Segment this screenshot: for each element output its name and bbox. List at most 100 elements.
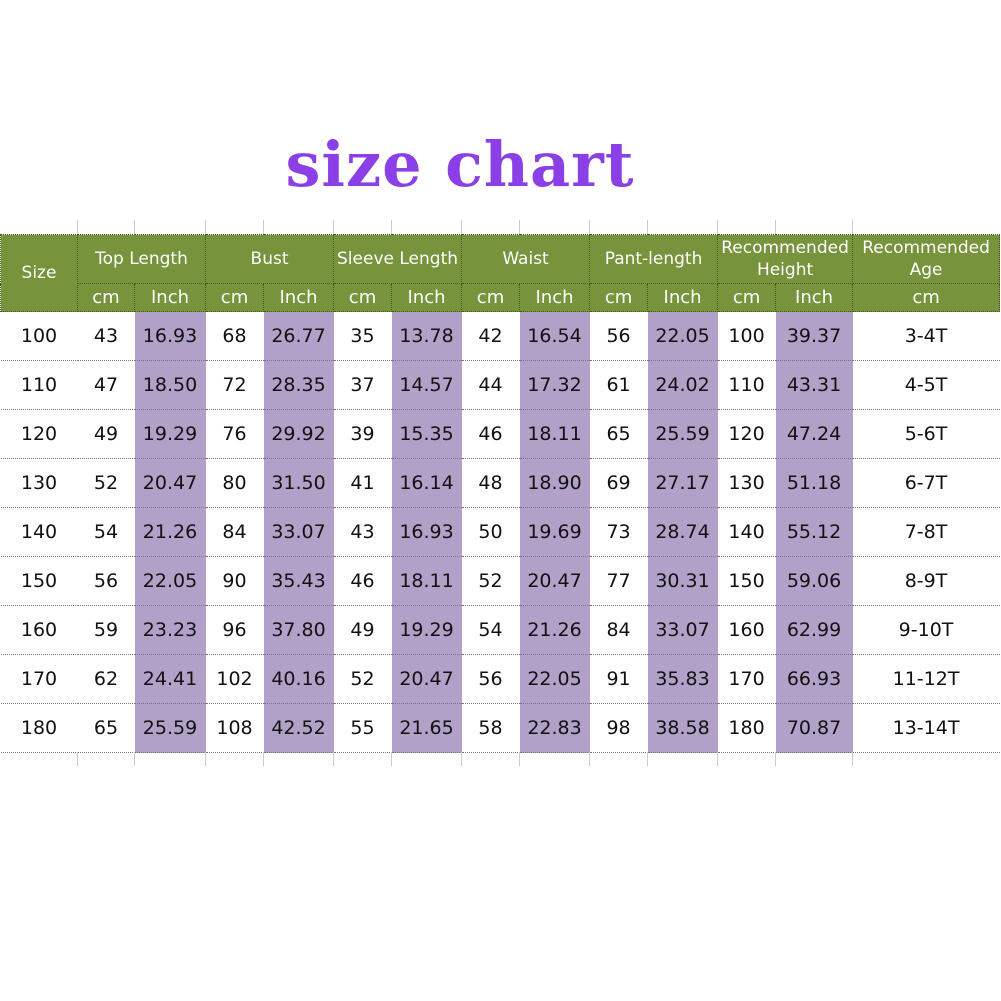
table-cell: 55.12 [775, 507, 853, 557]
table-cell: 26.77 [263, 311, 334, 361]
table-cell: 72 [205, 360, 264, 410]
page-title: size chart [285, 128, 635, 201]
table-cell: 35 [333, 311, 392, 361]
table-row: 130 52 20.47 80 31.50 41 16.14 48 18.90 69 27.17 13… [0, 458, 1000, 508]
table-cell: 28.74 [647, 507, 718, 557]
table-cell: 24.02 [647, 360, 718, 410]
table-cell: 51.18 [775, 458, 853, 508]
table-cell: 7-8T [852, 507, 1000, 557]
table-cell: 42 [461, 311, 520, 361]
table-cell: 140 [0, 507, 78, 557]
table-cell: 17.32 [519, 360, 590, 410]
table-cell: 48 [461, 458, 520, 508]
table-cell: 110 [717, 360, 776, 410]
table-cell: 50 [461, 507, 520, 557]
table-cell: 69 [589, 458, 648, 508]
subheader-inch: Inch [647, 283, 719, 312]
table-cell: 46 [461, 409, 520, 459]
table-cell: 18.50 [134, 360, 206, 410]
table-cell: 52 [77, 458, 135, 508]
table-cell: 3-4T [852, 311, 1000, 361]
table-cell: 20.47 [519, 556, 590, 606]
table-cell: 21.26 [519, 605, 590, 655]
table-cell: 25.59 [647, 409, 718, 459]
table-cell: 19.29 [134, 409, 206, 459]
subheader-inch: Inch [775, 283, 854, 312]
table-cell: 84 [205, 507, 264, 557]
header-bust: Bust [205, 234, 335, 284]
table-cell: 100 [0, 311, 78, 361]
table-cell: 18.11 [391, 556, 462, 606]
table-cell: 13-14T [852, 703, 1000, 753]
table-cell: 90 [205, 556, 264, 606]
table-cell: 130 [0, 458, 78, 508]
table-cell: 37.80 [263, 605, 334, 655]
table-row: 140 54 21.26 84 33.07 43 16.93 50 19.69 73 28.74 14… [0, 507, 1000, 557]
table-cell: 39 [333, 409, 392, 459]
table-cell: 140 [717, 507, 776, 557]
table-row: 180 65 25.59 108 42.52 55 21.65 58 22.83 98 38.58 1… [0, 703, 1000, 753]
table-cell: 62 [77, 654, 135, 704]
table-cell: 30.31 [647, 556, 718, 606]
table-cell: 110 [0, 360, 78, 410]
table-cell: 39.37 [775, 311, 853, 361]
table-cell: 84 [589, 605, 648, 655]
table-cell: 102 [205, 654, 264, 704]
table-cell: 33.07 [647, 605, 718, 655]
table-cell: 21.65 [391, 703, 462, 753]
table-cell: 16.93 [391, 507, 462, 557]
table-cell: 56 [77, 556, 135, 606]
table-cell: 91 [589, 654, 648, 704]
table-cell: 23.23 [134, 605, 206, 655]
table-row: 160 59 23.23 96 37.80 49 19.29 54 21.26 84 33.07 16… [0, 605, 1000, 655]
table-cell: 16.14 [391, 458, 462, 508]
table-cell: 44 [461, 360, 520, 410]
table-cell: 77 [589, 556, 648, 606]
header-size: Size [0, 234, 78, 312]
table-cell: 61 [589, 360, 648, 410]
table-cell: 120 [0, 409, 78, 459]
table-cell: 22.05 [519, 654, 590, 704]
table-cell: 35.83 [647, 654, 718, 704]
table-cell: 47.24 [775, 409, 853, 459]
grid-ticks-bottom [0, 752, 999, 766]
table-cell: 29.92 [263, 409, 334, 459]
table-cell: 66.93 [775, 654, 853, 704]
table-cell: 24.41 [134, 654, 206, 704]
table-cell: 16.54 [519, 311, 590, 361]
table-cell: 54 [77, 507, 135, 557]
table-cell: 22.05 [647, 311, 718, 361]
header-recommended-height: Recommended Height [717, 234, 854, 284]
table-row: 110 47 18.50 72 28.35 37 14.57 44 17.32 61 24.02 11… [0, 360, 1000, 410]
table-cell: 180 [0, 703, 78, 753]
subheader-cm: cm [461, 283, 521, 312]
table-cell: 52 [461, 556, 520, 606]
table-cell: 31.50 [263, 458, 334, 508]
table-cell: 130 [717, 458, 776, 508]
grid-ticks-top [0, 220, 999, 234]
table-cell: 52 [333, 654, 392, 704]
table-cell: 28.35 [263, 360, 334, 410]
header-sleeve-length: Sleeve Length [333, 234, 463, 284]
table-cell: 150 [0, 556, 78, 606]
table-cell: 62.99 [775, 605, 853, 655]
table-cell: 21.26 [134, 507, 206, 557]
table-cell: 22.83 [519, 703, 590, 753]
table-cell: 27.17 [647, 458, 718, 508]
table-cell: 5-6T [852, 409, 1000, 459]
table-cell: 70.87 [775, 703, 853, 753]
table-cell: 180 [717, 703, 776, 753]
table-cell: 13.78 [391, 311, 462, 361]
header-waist: Waist [461, 234, 591, 284]
table-row: 150 56 22.05 90 35.43 46 18.11 52 20.47 77 30.31 15… [0, 556, 1000, 606]
table-cell: 41 [333, 458, 392, 508]
table-cell: 100 [717, 311, 776, 361]
subheader-cm: cm [717, 283, 777, 312]
table-cell: 59 [77, 605, 135, 655]
table-cell: 56 [589, 311, 648, 361]
table-cell: 58 [461, 703, 520, 753]
table-cell: 40.16 [263, 654, 334, 704]
table-cell: 8-9T [852, 556, 1000, 606]
table-cell: 19.29 [391, 605, 462, 655]
table-cell: 98 [589, 703, 648, 753]
